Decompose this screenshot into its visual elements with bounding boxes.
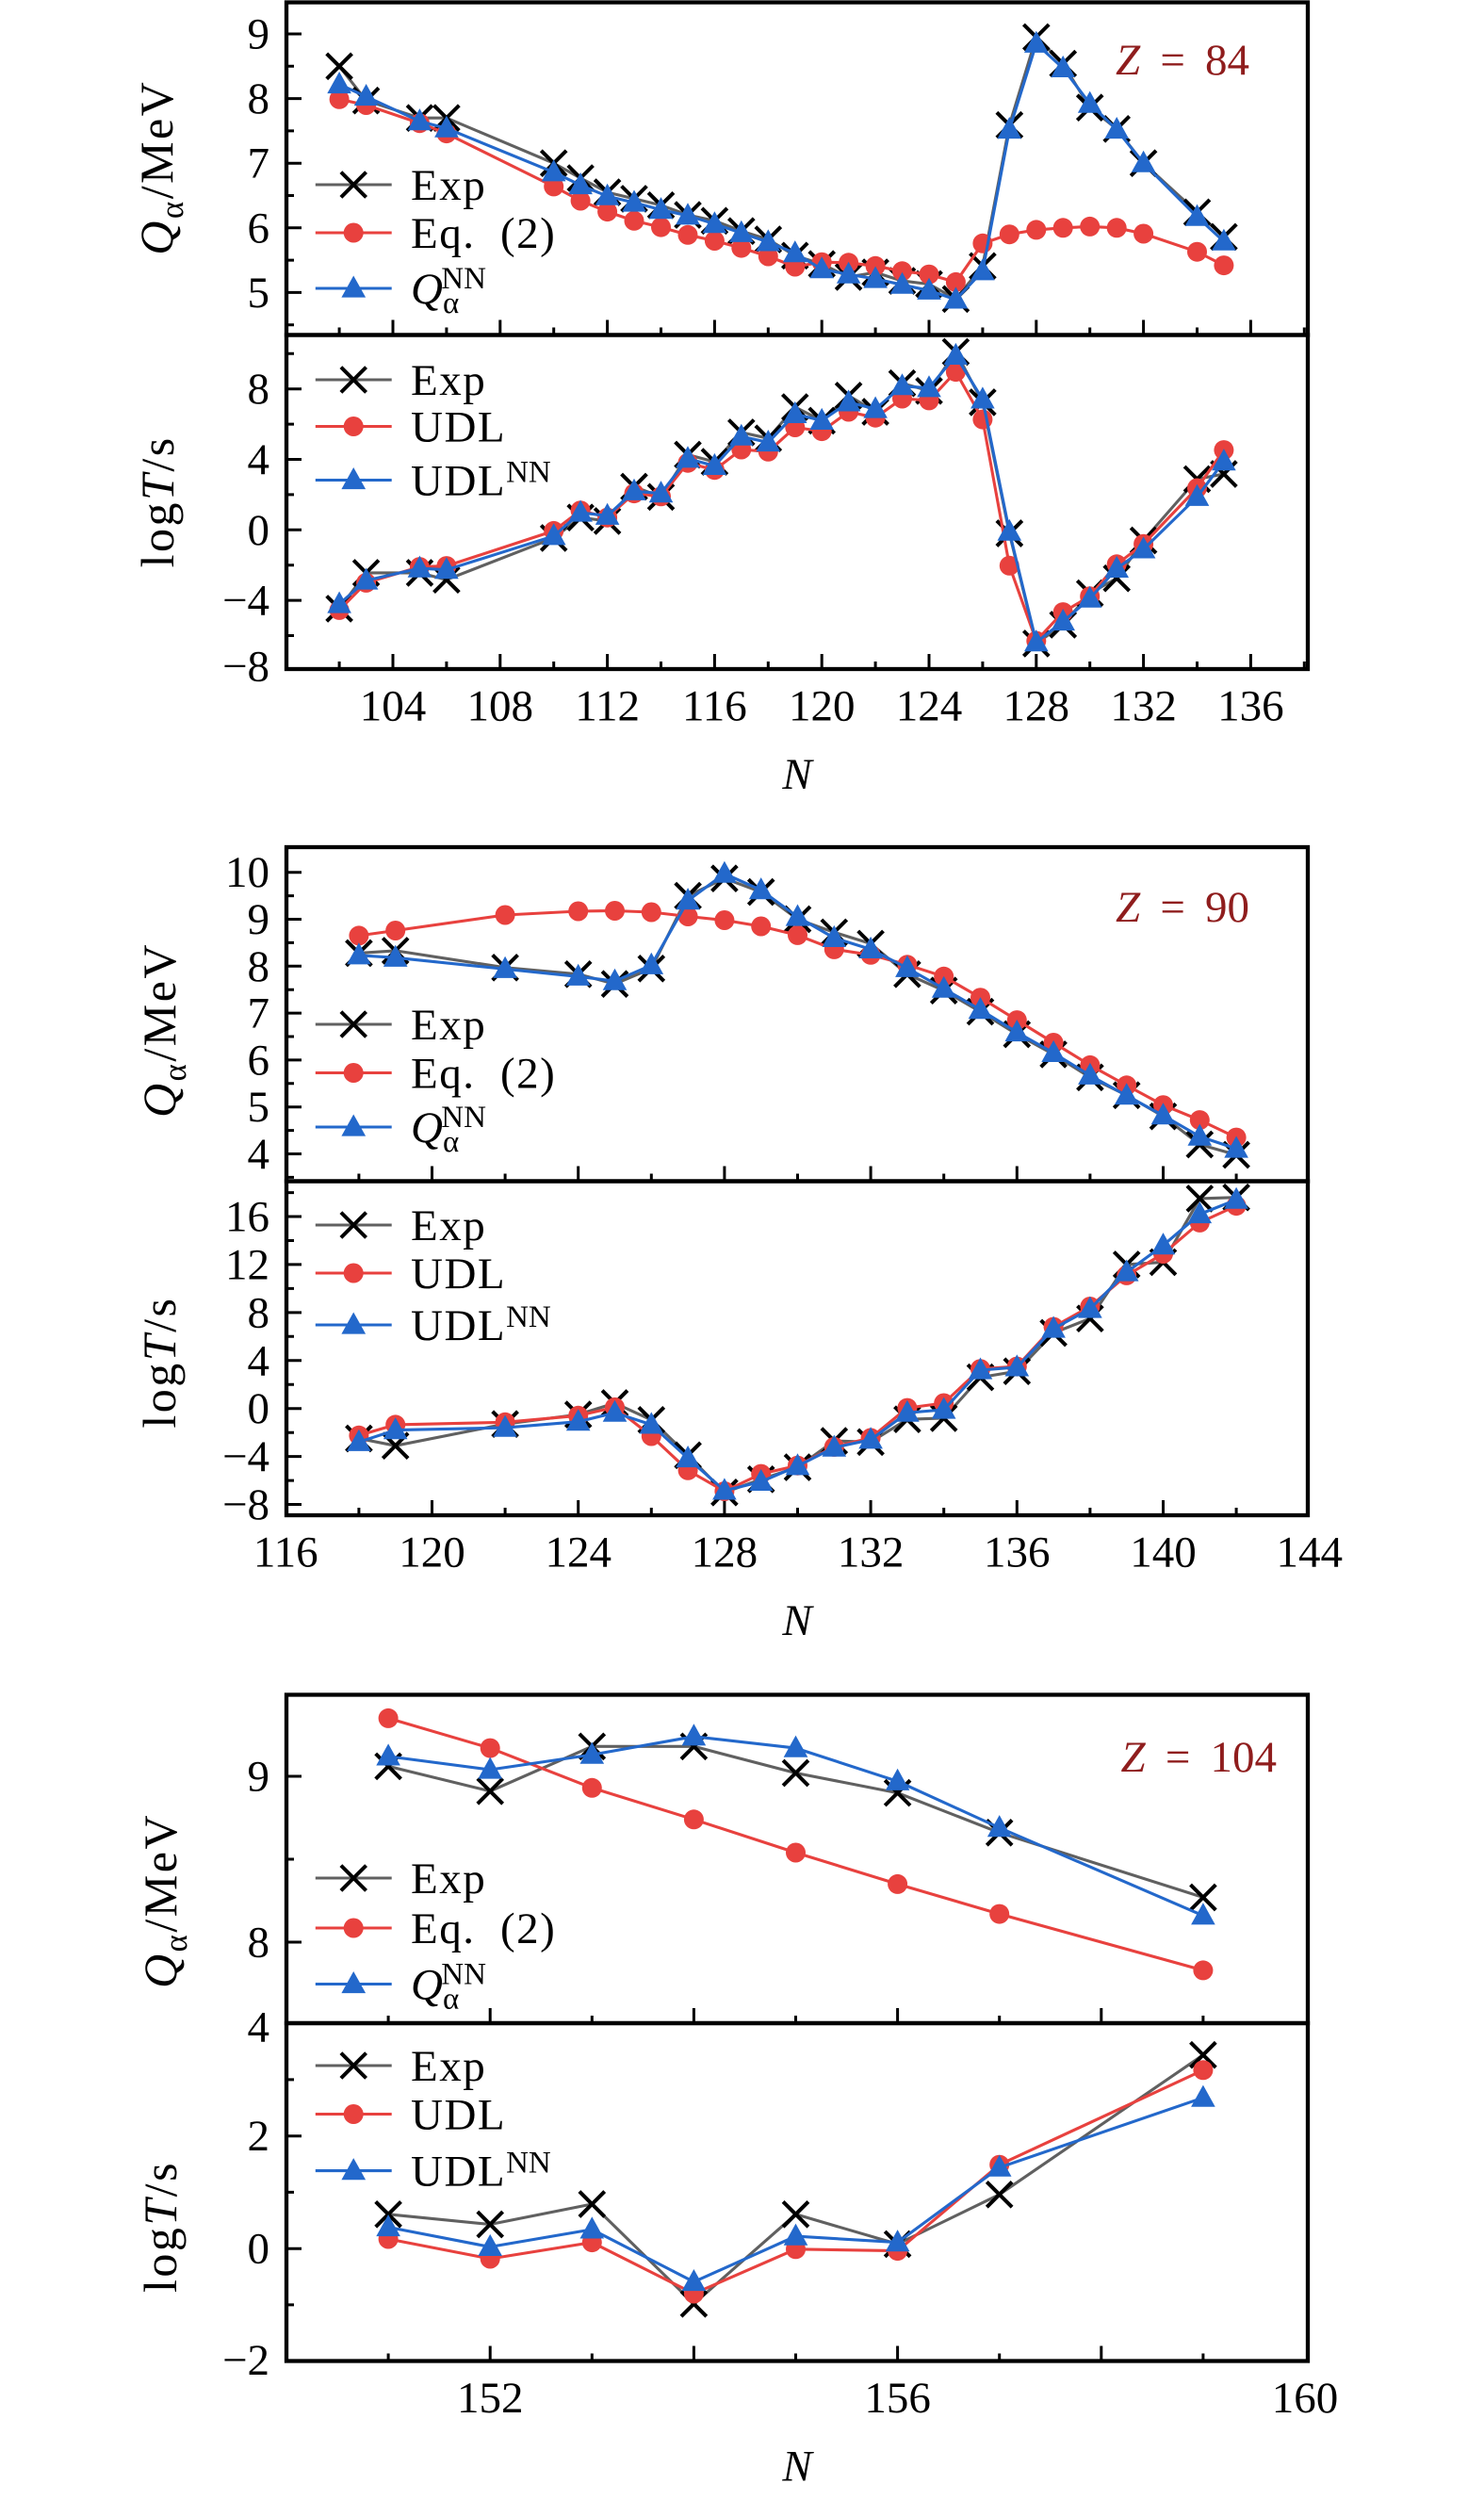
svg-text:N: N bbox=[781, 750, 814, 799]
svg-text:112: 112 bbox=[575, 682, 640, 731]
svg-text:128: 128 bbox=[1003, 682, 1070, 731]
svg-text:5: 5 bbox=[248, 1083, 270, 1132]
svg-text:Exp: Exp bbox=[411, 356, 486, 405]
svg-text:9: 9 bbox=[248, 895, 270, 944]
svg-text:0: 0 bbox=[248, 506, 270, 555]
svg-text:Qα/MeV: Qα/MeV bbox=[133, 942, 193, 1118]
svg-text:6: 6 bbox=[248, 204, 270, 253]
svg-text:136: 136 bbox=[984, 1528, 1051, 1577]
svg-text:Exp: Exp bbox=[411, 1201, 486, 1250]
svg-text:QαNN: QαNN bbox=[411, 1958, 486, 2017]
svg-text:6: 6 bbox=[248, 1036, 270, 1085]
svg-text:Eq. (2): Eq. (2) bbox=[411, 1050, 556, 1099]
svg-text:Z = 104: Z = 104 bbox=[1121, 1733, 1277, 1782]
svg-text:Z = 84: Z = 84 bbox=[1116, 36, 1249, 85]
svg-text:116: 116 bbox=[253, 1528, 318, 1577]
svg-text:Exp: Exp bbox=[411, 161, 486, 210]
svg-text:−2: −2 bbox=[222, 2336, 269, 2385]
svg-text:144: 144 bbox=[1276, 1528, 1343, 1577]
svg-text:116: 116 bbox=[682, 682, 747, 731]
svg-text:9: 9 bbox=[248, 10, 270, 59]
svg-text:0: 0 bbox=[248, 2225, 270, 2274]
svg-text:−4: −4 bbox=[222, 1432, 269, 1481]
svg-text:8: 8 bbox=[248, 74, 270, 123]
svg-text:−8: −8 bbox=[222, 643, 269, 692]
svg-text:Eq. (2): Eq. (2) bbox=[411, 1904, 556, 1953]
svg-text:Exp: Exp bbox=[411, 1001, 486, 1050]
svg-text:132: 132 bbox=[1110, 682, 1177, 731]
svg-text:140: 140 bbox=[1130, 1528, 1197, 1577]
svg-text:10: 10 bbox=[225, 848, 269, 897]
svg-text:0: 0 bbox=[248, 1384, 270, 1433]
svg-text:4: 4 bbox=[248, 2003, 270, 2052]
svg-text:UDLNN: UDLNN bbox=[411, 2147, 551, 2197]
svg-text:logT/s: logT/s bbox=[131, 435, 184, 567]
svg-text:Eq. (2): Eq. (2) bbox=[411, 209, 556, 258]
svg-text:Exp: Exp bbox=[411, 1855, 486, 1904]
svg-text:8: 8 bbox=[248, 942, 270, 991]
svg-text:124: 124 bbox=[896, 682, 963, 731]
svg-text:7: 7 bbox=[248, 989, 270, 1038]
svg-text:N: N bbox=[781, 1596, 814, 1645]
svg-text:5: 5 bbox=[248, 269, 270, 318]
svg-text:4: 4 bbox=[248, 1130, 270, 1179]
svg-text:8: 8 bbox=[248, 1919, 270, 1968]
svg-text:2: 2 bbox=[248, 2112, 270, 2161]
svg-text:160: 160 bbox=[1272, 2374, 1339, 2423]
svg-text:N: N bbox=[781, 2443, 814, 2492]
svg-text:7: 7 bbox=[248, 139, 270, 188]
svg-text:152: 152 bbox=[457, 2374, 524, 2423]
svg-text:QαNN: QαNN bbox=[411, 1101, 486, 1159]
svg-text:120: 120 bbox=[399, 1528, 465, 1577]
svg-text:UDL: UDL bbox=[411, 1250, 506, 1299]
svg-text:Z = 90: Z = 90 bbox=[1116, 883, 1249, 932]
svg-text:Qα/MeV: Qα/MeV bbox=[134, 1813, 194, 1988]
svg-text:UDL: UDL bbox=[411, 2091, 506, 2140]
svg-text:108: 108 bbox=[467, 682, 534, 731]
svg-text:128: 128 bbox=[692, 1528, 758, 1577]
svg-text:Exp: Exp bbox=[411, 2042, 486, 2091]
svg-text:120: 120 bbox=[789, 682, 856, 731]
svg-text:UDLNN: UDLNN bbox=[411, 1300, 551, 1350]
svg-text:16: 16 bbox=[225, 1193, 269, 1242]
svg-text:logT/s: logT/s bbox=[134, 2161, 187, 2293]
svg-text:4: 4 bbox=[248, 1336, 270, 1385]
svg-text:−8: −8 bbox=[222, 1480, 269, 1529]
svg-text:104: 104 bbox=[360, 682, 427, 731]
svg-text:QαNN: QαNN bbox=[411, 262, 486, 320]
svg-text:logT/s: logT/s bbox=[133, 1297, 186, 1429]
svg-text:156: 156 bbox=[864, 2374, 931, 2423]
svg-text:UDLNN: UDLNN bbox=[411, 456, 551, 506]
svg-text:9: 9 bbox=[248, 1753, 270, 1802]
svg-text:8: 8 bbox=[248, 1288, 270, 1337]
svg-text:124: 124 bbox=[545, 1528, 612, 1577]
svg-text:Qα/MeV: Qα/MeV bbox=[130, 80, 190, 255]
svg-text:12: 12 bbox=[225, 1240, 269, 1289]
svg-text:−4: −4 bbox=[222, 577, 269, 626]
svg-text:132: 132 bbox=[838, 1528, 905, 1577]
svg-text:4: 4 bbox=[248, 435, 270, 484]
svg-text:136: 136 bbox=[1217, 682, 1284, 731]
svg-text:UDL: UDL bbox=[411, 403, 506, 452]
svg-text:8: 8 bbox=[248, 365, 270, 414]
